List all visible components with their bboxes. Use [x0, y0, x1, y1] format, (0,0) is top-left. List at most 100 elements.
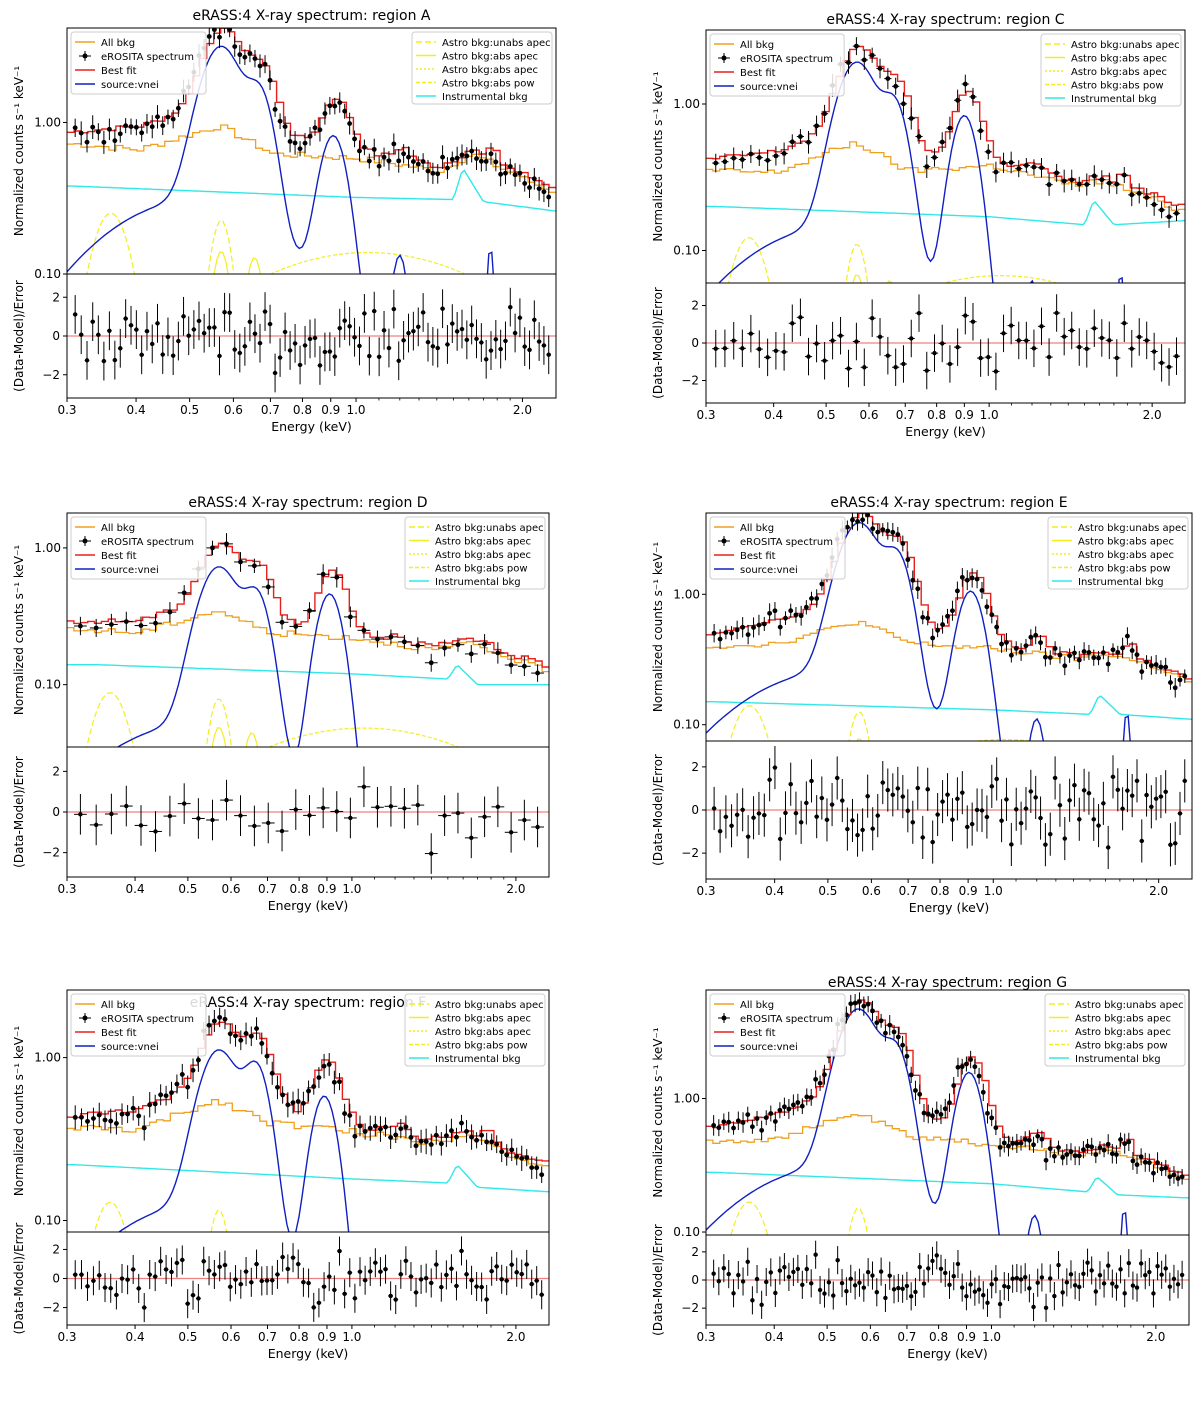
- data-point: [449, 1118, 454, 1143]
- data-point: [994, 620, 1000, 634]
- residual-point: [824, 798, 830, 842]
- residual-point: [798, 800, 804, 844]
- data-point: [959, 1058, 965, 1075]
- legend-entry: Best fit: [740, 551, 776, 562]
- residual-point: [783, 791, 788, 835]
- data-point: [512, 163, 518, 187]
- residual-point: [179, 1245, 185, 1275]
- residual-point: [813, 1240, 818, 1269]
- residual-point: [316, 787, 330, 829]
- residual-point: [1031, 1292, 1036, 1322]
- residual-point: [391, 289, 397, 329]
- residual-point: [254, 1249, 259, 1279]
- data-point: [190, 1058, 196, 1083]
- residual-point: [362, 294, 367, 333]
- residual-point: [438, 1272, 444, 1302]
- residual-point: [227, 293, 232, 333]
- y-axis-label: Normalized counts s⁻¹ keV⁻¹: [651, 542, 665, 712]
- data-point: [371, 138, 377, 161]
- data-point: [1006, 1135, 1011, 1157]
- data-point: [158, 1084, 164, 1106]
- residual-point: [964, 805, 970, 849]
- x-tick-label: 0.3: [696, 408, 715, 422]
- resid-axis-label: (Data-Model)/Error: [12, 756, 26, 868]
- residual-point: [1037, 307, 1046, 346]
- data-point: [96, 1102, 102, 1128]
- resid-axis-label: (Data-Model)/Error: [651, 1224, 665, 1336]
- data-point: [424, 653, 438, 672]
- residual-point: [371, 786, 384, 828]
- data-point: [964, 570, 970, 591]
- data-point: [860, 49, 868, 70]
- x-tick-label: 2.0: [1149, 884, 1168, 898]
- residual-point: [423, 1263, 429, 1293]
- residual-point: [712, 329, 720, 368]
- residual-point: [981, 1281, 986, 1310]
- data-point: [1130, 1152, 1136, 1170]
- residual-point: [1006, 1272, 1011, 1302]
- residual-point: [804, 337, 813, 376]
- data-point: [820, 104, 829, 123]
- resid-tick-label: 0: [52, 329, 60, 343]
- data-point: [206, 28, 212, 47]
- residual-point: [1014, 1263, 1020, 1293]
- residual-point: [969, 802, 975, 846]
- residual-point: [1060, 1278, 1065, 1307]
- residual-point: [101, 341, 107, 381]
- residual-point: [951, 1262, 956, 1291]
- residual-point: [158, 1246, 164, 1276]
- residual-point: [357, 1257, 363, 1287]
- residual-point: [280, 1242, 286, 1272]
- x-tick-label: 2.0: [506, 882, 525, 896]
- data-point: [723, 625, 729, 640]
- residual-point: [817, 1275, 823, 1305]
- data-point: [311, 1078, 317, 1095]
- data-point: [900, 535, 906, 552]
- residual-point: [740, 1267, 746, 1296]
- data-point: [755, 149, 763, 166]
- data-point: [440, 145, 445, 170]
- data-point: [1072, 1146, 1078, 1166]
- x-tick-label: 0.3: [57, 882, 76, 896]
- data-point: [1159, 1161, 1165, 1176]
- residual-point: [376, 337, 382, 377]
- data-point: [1105, 1134, 1111, 1155]
- panel-title: eRASS:4 X-ray spectrum: region G: [828, 975, 1067, 991]
- data-point: [391, 133, 397, 155]
- data-point: [729, 626, 734, 641]
- data-point: [1047, 1139, 1053, 1158]
- data-point: [1177, 673, 1183, 687]
- data-point: [330, 567, 344, 588]
- data-point: [227, 28, 233, 38]
- residual-point: [232, 330, 238, 369]
- x-tick-label: 0.9: [955, 408, 974, 422]
- data-point: [777, 618, 783, 636]
- legend-left: All bkg eROSITA spectrum Best fit source:vn…: [709, 516, 846, 580]
- residual-point: [430, 326, 436, 366]
- legend-entry: Astro bkg:abs pow: [435, 1041, 528, 1052]
- data-point: [1128, 183, 1136, 207]
- residual-point: [1167, 1272, 1173, 1301]
- data-point: [95, 123, 101, 141]
- data-point: [517, 164, 523, 182]
- residual-point: [1118, 1255, 1123, 1284]
- residual-point: [1172, 821, 1178, 865]
- residual-point: [275, 1259, 280, 1289]
- residual-point: [1081, 1259, 1086, 1288]
- data-point: [1167, 1167, 1173, 1187]
- residual-point: [1015, 321, 1023, 360]
- x-tick-label: 0.9: [317, 882, 336, 896]
- data-point: [925, 1104, 931, 1124]
- data-point: [1013, 641, 1019, 656]
- data-point: [1091, 649, 1097, 666]
- y-axis-label: Normalized counts s⁻¹ keV⁻¹: [12, 66, 26, 236]
- residual-point: [290, 1243, 296, 1273]
- astro-abs-apec-line-2: [706, 312, 1185, 359]
- residual-point: [852, 322, 860, 361]
- data-point: [1135, 183, 1143, 204]
- residual-point: [761, 793, 767, 837]
- data-point: [269, 1061, 275, 1085]
- data-point: [185, 1075, 191, 1099]
- data-point: [735, 1111, 741, 1131]
- legend-entry: Astro bkg:abs apec: [1071, 54, 1167, 65]
